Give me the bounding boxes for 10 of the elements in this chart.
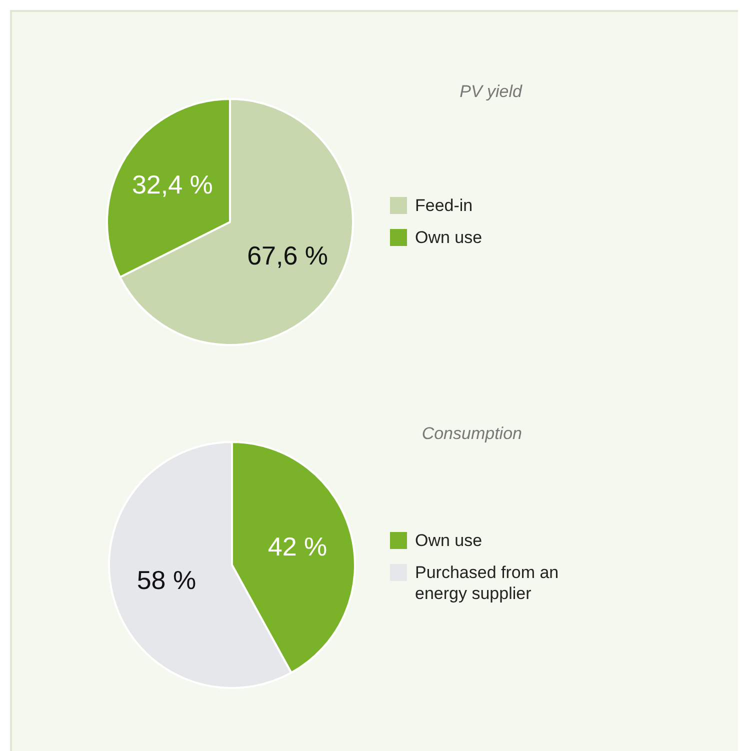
chart-title: PV yield	[460, 82, 522, 102]
data-label: 67,6 %	[247, 240, 328, 271]
legend-label: Purchased from an energy supplier	[415, 562, 560, 604]
legend-label: Own use	[415, 530, 484, 551]
legend-label: Feed-in	[415, 195, 474, 216]
chart-title: Consumption	[422, 424, 522, 444]
data-label: 42 %	[268, 531, 328, 562]
legend-label: Own use	[415, 227, 484, 248]
data-label: 32,4 %	[132, 170, 213, 200]
data-label: 58 %	[136, 564, 196, 595]
